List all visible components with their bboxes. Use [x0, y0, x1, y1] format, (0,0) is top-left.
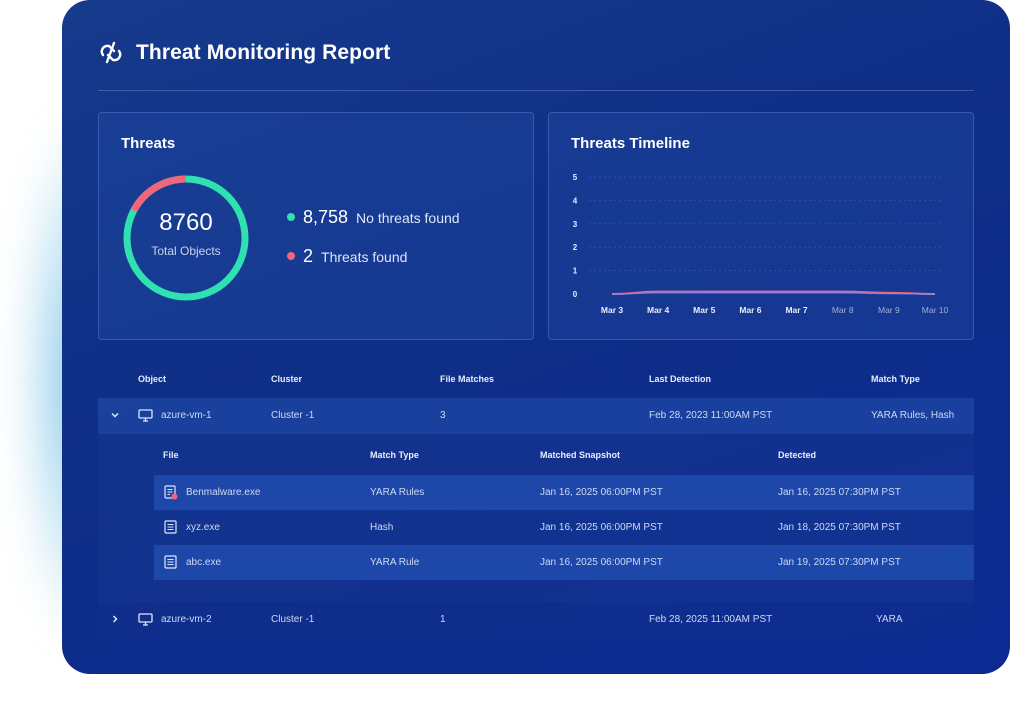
file-name: Benmalware.exe — [186, 487, 261, 498]
y-tick-label: 2 — [573, 243, 578, 252]
link-swirl-icon — [100, 41, 122, 64]
table-row[interactable]: azure-vm-1 Cluster -1 3 Feb 28, 2023 11:… — [98, 398, 974, 434]
table-header: Object Cluster File Matches Last Detecti… — [98, 374, 974, 390]
legend-threats: 2 Threats found — [287, 246, 407, 267]
file-icon — [164, 555, 177, 569]
report-header: Threat Monitoring Report — [98, 36, 390, 70]
x-tick-label: Mar 7 — [785, 305, 807, 315]
safe-dot-icon — [287, 213, 295, 221]
file-detected: Jan 18, 2025 07:30PM PST — [778, 522, 901, 533]
row-file-matches: 1 — [440, 614, 446, 625]
row-match-type: YARA — [876, 614, 903, 625]
table-row[interactable]: azure-vm-2 Cluster -1 1 Feb 28, 2025 11:… — [98, 602, 974, 638]
threats-timeline-chart: 0 1 2 3 4 5 Mar 3 Mar 4 Mar 5 Mar 6 Mar 7 Mar 8 Mar … — [573, 173, 949, 315]
file-match-type: YARA Rule — [370, 557, 420, 568]
col-file-matches: File Matches — [440, 374, 495, 384]
total-objects-value: 8760 — [159, 209, 213, 236]
file-row[interactable]: abc.exe YARA Rule Jan 16, 2025 06:00PM P… — [154, 545, 974, 580]
monitor-icon — [138, 613, 153, 626]
file-matched-snapshot: Jan 16, 2025 06:00PM PST — [540, 487, 663, 498]
donut-threat-arc — [130, 175, 187, 213]
file-table-header: File Match Type Matched Snapshot Detecte… — [154, 450, 974, 464]
col-detected: Detected — [778, 450, 817, 460]
series-line-1 — [611, 290, 936, 295]
monitor-icon — [138, 409, 153, 422]
series-line-2 — [611, 292, 936, 295]
x-tick-label: Mar 8 — [832, 305, 854, 315]
header-divider — [98, 90, 974, 91]
file-row[interactable]: Benmalware.exe YARA Rules Jan 16, 2025 0… — [154, 475, 974, 510]
y-tick-label: 1 — [573, 267, 578, 276]
y-tick-label: 4 — [573, 196, 578, 205]
y-tick-label: 0 — [573, 290, 578, 299]
col-match-type: Match Type — [871, 374, 920, 384]
file-match-type: YARA Rules — [370, 487, 425, 498]
chevron-down-icon[interactable] — [110, 410, 120, 420]
col-file: File — [163, 450, 179, 460]
chevron-right-icon[interactable] — [110, 614, 120, 624]
x-tick-label: Mar 6 — [739, 305, 761, 315]
total-objects-label: Total Objects — [151, 244, 221, 258]
x-tick-label: Mar 10 — [922, 305, 949, 315]
page-title: Threat Monitoring Report — [136, 41, 391, 64]
expanded-file-list: File Match Type Matched Snapshot Detecte… — [98, 434, 974, 602]
x-tick-label: Mar 9 — [878, 305, 900, 315]
row-cluster: Cluster -1 — [271, 410, 315, 421]
y-tick-label: 3 — [573, 220, 578, 229]
file-detected: Jan 16, 2025 07:30PM PST — [778, 487, 901, 498]
threats-panel-title: Threats — [121, 135, 176, 152]
file-name: xyz.exe — [186, 522, 220, 533]
row-object: azure-vm-2 — [161, 614, 212, 625]
file-match-type: Hash — [370, 522, 394, 533]
report-card: Threat Monitoring Report Threats 8760 To… — [62, 0, 1010, 674]
timeline-panel-title: Threats Timeline — [571, 135, 690, 152]
file-row[interactable]: xyz.exe Hash Jan 16, 2025 06:00PM PST Ja… — [154, 510, 974, 545]
col-last-detection: Last Detection — [649, 374, 712, 384]
no-threats-label: No threats found — [356, 210, 460, 226]
file-icon — [164, 520, 177, 534]
file-name: abc.exe — [186, 557, 222, 568]
threats-count: 2 — [303, 246, 314, 266]
file-matched-snapshot: Jan 16, 2025 06:00PM PST — [540, 557, 663, 568]
x-tick-label: Mar 3 — [601, 305, 623, 315]
x-tick-label: Mar 5 — [693, 305, 715, 315]
row-last-detection: Feb 28, 2023 11:00AM PST — [649, 410, 773, 421]
threats-donut-chart — [123, 175, 249, 301]
no-threats-count: 8,758 — [303, 207, 349, 227]
timeline-panel: Threats Timeline 0 1 2 3 4 5 Mar 3 Mar 4 Mar 5 Ma… — [548, 112, 974, 340]
row-cluster: Cluster -1 — [271, 614, 315, 625]
row-match-type: YARA Rules, Hash — [871, 410, 955, 421]
col-sub-match-type: Match Type — [370, 450, 419, 460]
file-detected: Jan 19, 2025 07:30PM PST — [778, 557, 901, 568]
threat-dot-icon — [287, 252, 295, 260]
x-tick-label: Mar 4 — [647, 305, 669, 315]
col-object: Object — [138, 374, 167, 384]
y-tick-label: 5 — [573, 173, 578, 182]
malware-file-icon — [164, 485, 178, 500]
col-cluster: Cluster — [271, 374, 303, 384]
file-matched-snapshot: Jan 16, 2025 06:00PM PST — [540, 522, 663, 533]
row-object: azure-vm-1 — [161, 410, 212, 421]
row-last-detection: Feb 28, 2025 11:00AM PST — [649, 614, 773, 625]
row-file-matches: 3 — [440, 410, 446, 421]
legend-no-threats: 8,758 No threats found — [287, 207, 460, 228]
threats-label: Threats found — [321, 249, 408, 265]
col-matched-snapshot: Matched Snapshot — [540, 450, 621, 460]
threats-panel: Threats 8760 Total Objects 8,758 No thre… — [98, 112, 534, 340]
